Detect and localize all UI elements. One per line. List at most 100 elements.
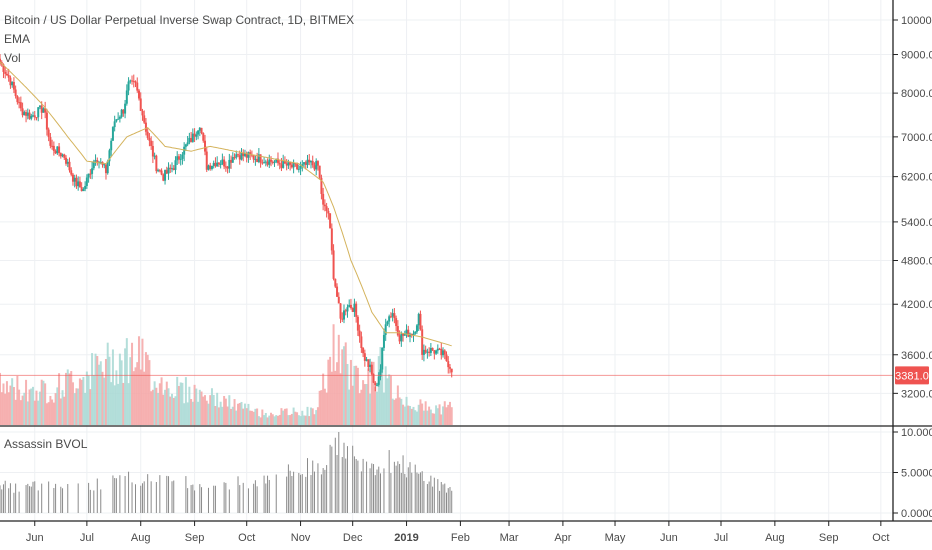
candle-body xyxy=(341,318,344,320)
volume-bar xyxy=(33,400,36,425)
candle-body xyxy=(342,310,345,320)
candle-body xyxy=(172,168,175,170)
candle-body xyxy=(30,115,33,119)
volume-bar xyxy=(257,416,260,425)
candle-body xyxy=(52,145,55,151)
volume-bar xyxy=(148,360,151,425)
candle-body xyxy=(226,166,229,169)
symbol-title[interactable]: Bitcoin / US Dollar Perpetual Inverse Sw… xyxy=(4,13,354,27)
volume-bar xyxy=(327,359,330,425)
candle-body xyxy=(167,167,170,174)
candle-body xyxy=(301,164,304,166)
volume-bar xyxy=(71,382,74,425)
volume-bar xyxy=(224,398,227,425)
candle-body xyxy=(59,152,62,157)
volume-bar xyxy=(170,393,173,425)
volume-legend-label[interactable]: Vol xyxy=(4,51,21,65)
volume-bar xyxy=(334,370,337,425)
volume-bar xyxy=(85,371,88,425)
volume-bar xyxy=(0,392,3,425)
candle-body xyxy=(363,353,366,361)
bvol-axis[interactable]: 10.0000 5.0000 0.0000 xyxy=(893,427,932,520)
volume-bar xyxy=(136,362,139,425)
candle-body xyxy=(202,133,205,141)
candle-body xyxy=(240,152,243,160)
candle-body xyxy=(296,164,299,170)
price-tick-label: 7000.0 xyxy=(901,132,932,144)
bvol-pane-title[interactable]: Assassin BVOL xyxy=(4,437,88,451)
candle-body xyxy=(238,155,241,160)
candle-body xyxy=(421,329,424,355)
candle-body xyxy=(320,177,323,194)
ema-legend-label[interactable]: EMA xyxy=(4,32,30,46)
candle-body xyxy=(58,146,61,153)
volume-bar xyxy=(91,353,94,425)
volume-bar xyxy=(32,386,35,425)
volume-bar xyxy=(304,415,307,425)
volume-bar xyxy=(77,388,80,425)
candlesticks[interactable] xyxy=(0,54,453,392)
volume-bar xyxy=(89,389,92,425)
candle-body xyxy=(419,313,422,330)
volume-bar xyxy=(315,410,318,425)
volume-bar xyxy=(402,404,405,425)
price-axis[interactable]: 10000.0 9000.0 8000.0 7000.0 6200.0 5400.0 480… xyxy=(893,15,932,400)
volume-bar xyxy=(212,394,215,425)
volume-bar xyxy=(37,400,40,425)
volume-bar xyxy=(129,357,132,425)
volume-bar xyxy=(358,393,361,425)
volume-bar xyxy=(297,415,300,425)
volume-bar xyxy=(137,336,140,425)
candle-body xyxy=(153,155,156,157)
candle-body xyxy=(191,133,194,142)
volume-bar xyxy=(339,373,342,425)
candle-body xyxy=(270,159,273,162)
volume-bar xyxy=(19,400,22,425)
volume-bar xyxy=(268,415,271,425)
candle-body xyxy=(268,159,271,165)
candle-body xyxy=(33,115,36,118)
volume-bar xyxy=(176,376,179,425)
volume-bar xyxy=(144,352,147,425)
volume-bar xyxy=(68,373,71,425)
candle-body xyxy=(256,158,259,162)
volume-bar xyxy=(301,410,304,425)
time-tick-label: Jul xyxy=(714,532,728,544)
candle-body xyxy=(38,105,41,108)
candle-body xyxy=(150,140,153,146)
ema-line xyxy=(0,61,452,347)
candle-body xyxy=(12,81,15,90)
volume-bar xyxy=(388,374,391,425)
candle-body xyxy=(287,162,290,166)
volume-bar xyxy=(238,403,241,425)
volume-bar xyxy=(386,378,389,425)
candle-body xyxy=(304,162,307,165)
candle-body xyxy=(111,127,114,141)
volume-bar xyxy=(344,342,347,425)
candle-body xyxy=(42,108,45,113)
volume-bar xyxy=(367,368,370,425)
volume-bar xyxy=(122,382,125,425)
candle-body xyxy=(16,96,19,103)
time-tick-label: Nov xyxy=(291,532,311,544)
volume-bar xyxy=(101,371,104,425)
volume-bar xyxy=(125,338,128,425)
candle-body xyxy=(330,228,333,251)
volume-bar xyxy=(44,383,47,425)
candle-body xyxy=(115,119,118,122)
volume-bar xyxy=(30,388,33,425)
time-axis[interactable]: Jun Jul Aug Sep Oct Nov Dec 2019 Feb Mar Apr May Jun… xyxy=(26,521,890,544)
candle-body xyxy=(332,250,335,279)
volume-bar xyxy=(341,349,344,425)
volume-bar xyxy=(372,361,375,425)
candle-body xyxy=(122,109,125,114)
candle-body xyxy=(157,170,160,172)
volume-bar xyxy=(223,395,226,425)
volume-bar xyxy=(160,377,163,425)
volume-bar xyxy=(200,391,203,425)
volume-bar xyxy=(306,406,309,425)
volume-bar xyxy=(75,388,78,425)
price-tick-label: 8000.0 xyxy=(901,88,932,100)
volume-bar xyxy=(429,409,432,425)
